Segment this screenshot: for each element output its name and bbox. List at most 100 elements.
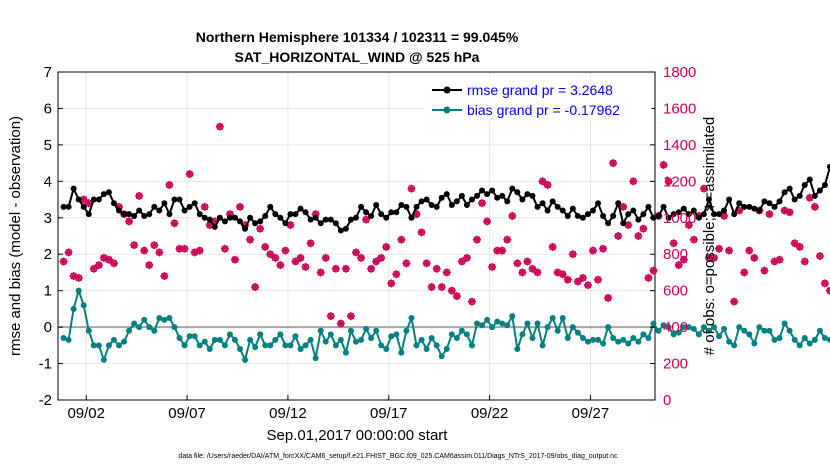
rmse-point	[146, 211, 153, 218]
obs-possible-circle	[165, 181, 174, 189]
bias-point	[660, 322, 667, 329]
obs-possible-circle	[508, 212, 516, 220]
bias-point	[791, 336, 798, 343]
bias-point	[201, 338, 208, 345]
obs-assimilated-marker	[568, 250, 577, 259]
obs-assimilated-marker	[382, 242, 391, 251]
obs-possible-circle	[745, 246, 753, 255]
rmse-point	[247, 214, 254, 221]
bias-point	[171, 324, 178, 331]
x-tick-label: 09/27	[572, 405, 610, 422]
bias-point	[368, 335, 375, 342]
legend: rmse grand pr = 3.2648 bias grand pr = -…	[424, 77, 652, 121]
bias-point	[378, 342, 385, 349]
bias-point	[156, 315, 163, 321]
obs-possible-circle	[483, 217, 491, 226]
rmse-point	[741, 203, 748, 210]
obs-possible-circle	[543, 181, 552, 189]
bias-point	[721, 325, 728, 332]
rmse-point	[262, 212, 269, 219]
bias-point	[196, 342, 203, 349]
bias-point	[796, 342, 803, 349]
obs-possible-circle	[362, 215, 370, 224]
bias-point	[539, 342, 546, 349]
rmse-point	[529, 192, 536, 199]
rmse-point	[196, 211, 203, 218]
obs-possible-circle	[402, 259, 411, 267]
obs-assimilated-marker	[745, 246, 754, 255]
obs-possible-circle	[498, 246, 506, 255]
obs-assimilated-marker	[604, 293, 613, 302]
obs-possible-circle	[518, 268, 527, 277]
obs-possible-circle	[251, 283, 259, 291]
bias-point	[584, 338, 591, 345]
obs-possible-circle	[448, 287, 456, 295]
x-axis-ticks: 09/02 09/07 09/12 09/17 09/22 09/27	[67, 395, 609, 422]
rmse-point	[811, 192, 818, 199]
bias-point	[635, 338, 642, 345]
rmse-point	[771, 203, 778, 210]
obs-possible-circle	[584, 281, 592, 289]
obs-possible-circle	[785, 208, 794, 216]
y-right-tick-label: 600	[663, 283, 688, 300]
obs-possible-circle	[110, 259, 118, 267]
bias-point	[489, 324, 496, 331]
obs-possible-circle	[453, 292, 461, 300]
bias-point	[70, 305, 77, 312]
rmse-point	[191, 200, 198, 207]
rmse-point	[761, 198, 768, 205]
obs-assimilated-marker	[109, 259, 118, 268]
y-tick-label: 6	[44, 100, 52, 117]
obs-assimilated-marker	[437, 283, 446, 292]
rmse-point	[786, 185, 793, 192]
obs-assimilated-marker	[291, 257, 300, 266]
rmse-point	[620, 220, 627, 227]
bias-point	[126, 327, 133, 334]
obs-assimilated-marker	[306, 239, 315, 248]
rmse-point	[80, 203, 87, 210]
obs-assimilated-marker	[442, 268, 451, 277]
bias-point	[226, 331, 233, 338]
rmse-point	[327, 216, 334, 223]
bias-point	[287, 342, 294, 349]
obs-assimilated-marker	[397, 235, 406, 244]
obs-assimilated-marker	[478, 199, 487, 208]
obs-possible-circle	[533, 268, 542, 277]
obs-assimilated-marker	[725, 246, 734, 255]
rmse-point	[484, 191, 491, 198]
obs-assimilated-marker	[473, 235, 482, 244]
y-axis-label: rmse and bias (model - observation)	[7, 116, 24, 356]
bias-point	[211, 336, 218, 343]
y-tick-label: 1	[44, 283, 52, 300]
rmse-point	[685, 211, 692, 218]
obs-possible-circle	[221, 245, 229, 253]
y-right-tick-label: 400	[663, 319, 688, 336]
bias-point	[741, 327, 748, 334]
bias-point	[479, 322, 486, 329]
obs-possible-circle	[538, 177, 547, 185]
obs-possible-circle	[342, 265, 350, 273]
bias-point	[519, 331, 526, 338]
rmse-point	[700, 211, 707, 218]
rmse-point	[468, 196, 475, 203]
bias-point	[574, 329, 581, 336]
obs-possible-circle	[523, 257, 532, 266]
obs-assimilated-marker	[800, 257, 809, 266]
rmse-point	[201, 214, 208, 221]
bias-point	[806, 340, 813, 347]
bias-point	[292, 333, 299, 340]
bias-point	[176, 335, 183, 342]
bias-point	[544, 324, 551, 331]
obs-possible-circle	[347, 312, 355, 320]
obs-assimilated-marker	[346, 312, 355, 321]
x-tick-label: 09/07	[168, 405, 206, 422]
rmse-point	[751, 205, 758, 212]
bias-point	[262, 342, 269, 349]
obs-possible-circle	[291, 257, 300, 266]
chart-subtitle: SAT_HORIZONTAL_WIND @ 525 hPa	[235, 49, 480, 65]
bias-point	[700, 324, 707, 331]
bias-point	[423, 345, 430, 352]
obs-assimilated-marker	[387, 279, 396, 288]
y-right-tick-label: 1800	[663, 64, 696, 81]
rmse-point	[90, 196, 97, 203]
